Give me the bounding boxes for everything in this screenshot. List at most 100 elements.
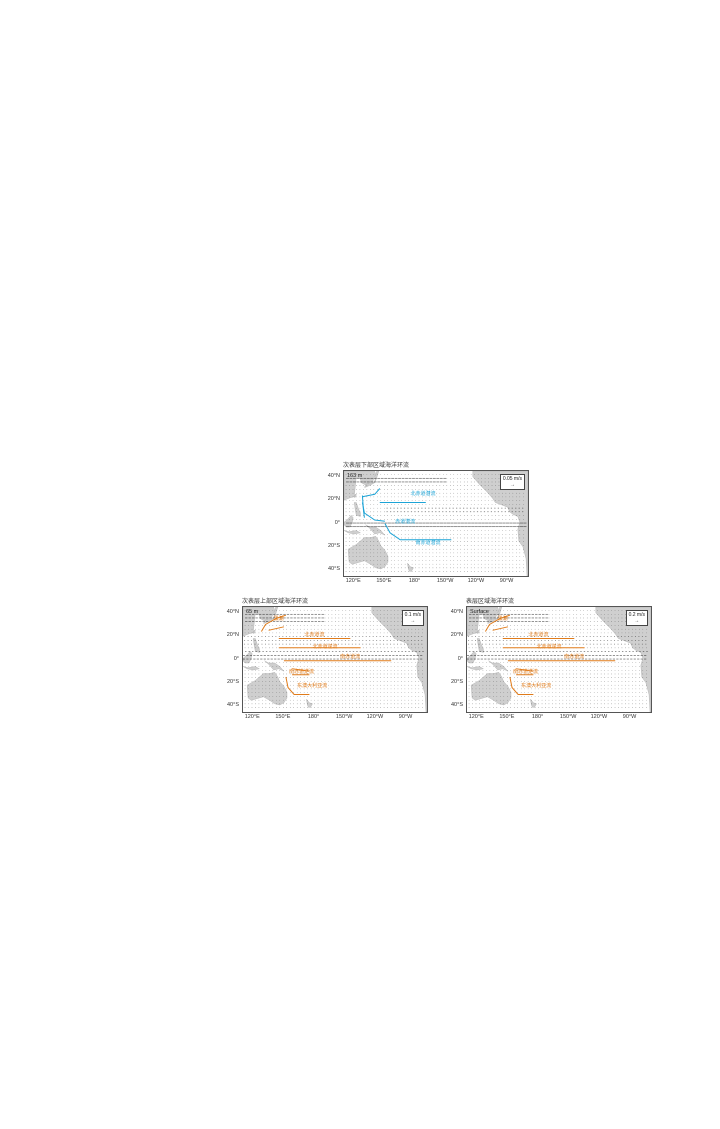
velocity-dot	[356, 552, 357, 554]
velocity-dot	[397, 628, 399, 630]
velocity-dot	[632, 647, 633, 649]
velocity-dot	[628, 681, 630, 682]
velocity-dot	[450, 545, 451, 546]
velocity-dot	[397, 692, 399, 693]
velocity-dot	[569, 669, 571, 671]
velocity-dot	[538, 669, 539, 671]
velocity-dot	[510, 677, 512, 678]
velocity-dot	[345, 560, 347, 561]
velocity-dot	[555, 610, 557, 611]
velocity-dot	[482, 684, 484, 686]
velocity-dot	[498, 519, 500, 520]
velocity-dot	[265, 684, 267, 686]
lat-tick-label: 20°N	[327, 496, 340, 503]
velocity-dot	[506, 692, 508, 693]
velocity-dot	[359, 684, 361, 686]
velocity-dot	[296, 692, 298, 693]
velocity-dot	[349, 489, 350, 490]
velocity-dot	[331, 677, 333, 678]
velocity-dot	[513, 688, 515, 690]
velocity-dot	[345, 541, 347, 542]
velocity-dot	[328, 610, 329, 611]
velocity-dot	[516, 560, 517, 561]
velocity-dot	[373, 707, 374, 708]
velocity-dot	[300, 688, 301, 690]
velocity-dot	[456, 489, 458, 490]
velocity-dot	[506, 632, 508, 634]
velocity-dot	[611, 677, 612, 678]
velocity-dot	[583, 621, 585, 622]
velocity-dot	[269, 684, 270, 686]
velocity-dot	[432, 571, 434, 572]
velocity-dot	[470, 563, 472, 565]
velocity-dot	[352, 669, 354, 671]
velocity-dot	[460, 560, 462, 561]
velocity-dot	[439, 485, 441, 486]
velocity-dot	[611, 669, 612, 671]
velocity-dot	[548, 696, 550, 697]
velocity-dot	[453, 552, 455, 554]
velocity-dot	[401, 673, 402, 675]
velocity-dot	[390, 669, 392, 671]
velocity-dot	[377, 533, 378, 535]
velocity-dot	[482, 692, 484, 693]
velocity-dot	[411, 673, 413, 675]
velocity-dot	[548, 610, 550, 611]
velocity-dot	[408, 563, 409, 565]
velocity-dot	[411, 496, 413, 498]
velocity-dot	[380, 684, 381, 686]
velocity-dot	[349, 662, 350, 664]
velocity-dot	[491, 492, 493, 494]
velocity-dot	[443, 489, 444, 490]
velocity-dot	[519, 552, 521, 554]
velocity-dot	[597, 696, 598, 697]
velocity-dot	[335, 610, 336, 611]
velocity-dot	[566, 699, 567, 701]
velocity-dot	[331, 666, 333, 667]
velocity-dot	[482, 699, 484, 701]
velocity-dot	[503, 699, 505, 701]
velocity-dot	[265, 632, 267, 634]
velocity-dot	[593, 610, 595, 611]
velocity-dot	[481, 485, 482, 486]
velocity-dot	[475, 684, 477, 686]
velocity-dot	[484, 533, 486, 535]
velocity-dot	[446, 552, 448, 554]
velocity-dot	[362, 684, 364, 686]
velocity-dot	[286, 632, 288, 634]
velocity-dot	[495, 548, 496, 550]
velocity-dot	[513, 684, 515, 686]
velocity-dot	[401, 537, 402, 539]
velocity-dot	[415, 496, 416, 498]
velocity-dot	[477, 541, 479, 542]
velocity-dot	[363, 500, 364, 501]
velocity-dot	[373, 662, 374, 664]
velocity-dot	[349, 681, 350, 682]
velocity-dot	[512, 492, 514, 494]
velocity-dot	[432, 500, 434, 501]
velocity-dot	[408, 692, 409, 693]
velocity-dot	[513, 699, 515, 701]
velocity-dot	[446, 571, 448, 572]
velocity-dot	[491, 519, 493, 520]
velocity-dot	[342, 613, 343, 615]
velocity-dot	[244, 647, 246, 649]
velocity-dot	[593, 666, 595, 667]
velocity-dot	[517, 699, 518, 701]
velocity-dot	[562, 699, 564, 701]
velocity-dot	[604, 628, 605, 630]
velocity-dot	[293, 677, 294, 678]
velocity-dot	[618, 662, 619, 664]
velocity-dot	[363, 545, 364, 546]
velocity-dot	[342, 677, 343, 678]
velocity-dot	[586, 677, 588, 678]
velocity-dot	[646, 628, 647, 630]
velocity-dot	[415, 647, 416, 649]
velocity-dot	[534, 662, 536, 664]
velocity-dot	[276, 625, 277, 626]
velocity-dot	[509, 571, 510, 572]
velocity-dot	[505, 548, 507, 550]
velocity-dot	[377, 500, 378, 501]
velocity-dot	[436, 485, 437, 486]
velocity-dot	[317, 696, 319, 697]
